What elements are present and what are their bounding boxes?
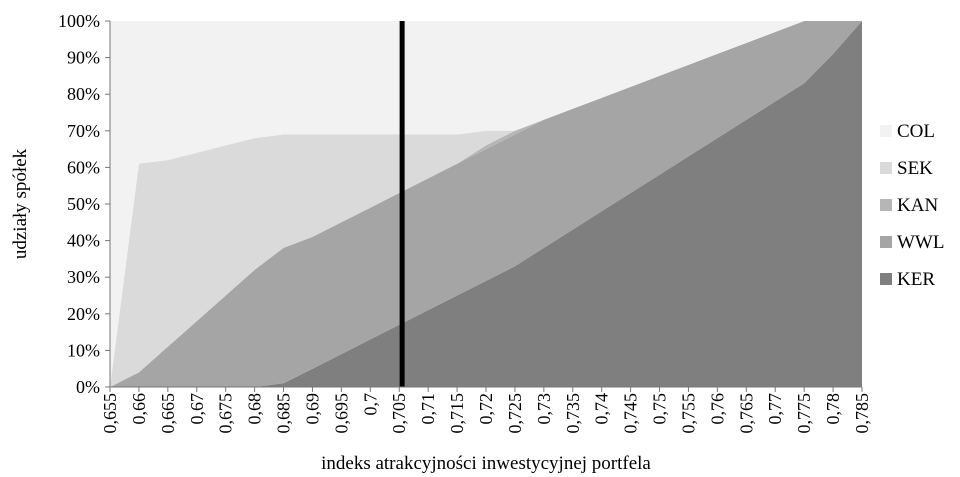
x-tick-label: 0,695 xyxy=(331,393,351,434)
x-tick-label: 0,715 xyxy=(447,393,467,434)
x-tick-label: 0,685 xyxy=(274,393,294,434)
x-tick-label: 0,665 xyxy=(158,393,178,434)
x-tick-label: 0,735 xyxy=(563,393,583,434)
x-tick-label: 0,74 xyxy=(592,393,612,425)
y-tick-label: 60% xyxy=(67,157,100,177)
legend-swatch-wwl xyxy=(880,236,892,248)
legend: COL SEK KAN WWL KER xyxy=(880,121,944,290)
x-tick-label: 0,67 xyxy=(187,393,207,425)
legend-swatch-col xyxy=(880,125,892,137)
y-tick-label: 40% xyxy=(67,231,100,251)
y-tick-label: 80% xyxy=(67,84,100,104)
legend-label-sek: SEK xyxy=(897,158,933,179)
x-tick-label: 0,72 xyxy=(476,393,496,425)
x-tick-label: 0,775 xyxy=(794,393,814,434)
y-tick-label: 20% xyxy=(67,304,100,324)
x-tick-label: 0,745 xyxy=(621,393,641,434)
x-tick-label: 0,655 xyxy=(100,393,120,434)
legend-label-ker: KER xyxy=(897,269,935,290)
x-axis-title: indeks atrakcyjności inwestycyjnej portf… xyxy=(321,453,651,474)
y-tick-label: 50% xyxy=(67,194,100,214)
y-tick-label: 30% xyxy=(67,267,100,287)
chart-areas xyxy=(110,21,862,387)
x-tick-label: 0,78 xyxy=(823,393,843,425)
series-area-wwl xyxy=(110,21,862,387)
y-tick-labels: 0% 10% 20% 30% 40% 50% 60% 70% 80% 90% 100% xyxy=(58,11,110,397)
series-area-ker xyxy=(110,21,862,387)
x-tick-label: 0,7 xyxy=(360,393,380,416)
y-tick-label: 100% xyxy=(58,11,100,31)
y-tick-label: 90% xyxy=(67,48,100,68)
legend-swatch-ker xyxy=(880,273,892,285)
series-area-col xyxy=(110,21,862,387)
x-tick-label: 0,75 xyxy=(650,393,670,425)
legend-label-kan: KAN xyxy=(897,195,938,216)
x-tick-label: 0,675 xyxy=(216,393,236,434)
series-area-sek xyxy=(110,21,862,387)
x-tick-label: 0,755 xyxy=(678,393,698,434)
x-tick-labels: 0,655 0,66 0,665 0,67 0,675 0,68 0,685 0,69 0,69… xyxy=(100,387,872,434)
legend-label-col: COL xyxy=(897,121,935,142)
x-tick-label: 0,71 xyxy=(418,393,438,425)
y-tick-label: 0% xyxy=(76,377,100,397)
x-tick-label: 0,785 xyxy=(852,393,872,434)
x-tick-label: 0,765 xyxy=(736,393,756,434)
x-tick-label: 0,76 xyxy=(707,393,727,425)
legend-swatch-sek xyxy=(880,162,892,174)
legend-swatch-kan xyxy=(880,199,892,211)
x-tick-label: 0,73 xyxy=(534,393,554,425)
x-tick-label: 0,725 xyxy=(505,393,525,434)
x-tick-label: 0,69 xyxy=(302,393,322,425)
legend-label-wwl: WWL xyxy=(897,232,944,253)
x-tick-label: 0,705 xyxy=(389,393,409,434)
x-tick-label: 0,68 xyxy=(245,393,265,425)
y-tick-label: 70% xyxy=(67,121,100,141)
y-tick-label: 10% xyxy=(67,340,100,360)
y-axis-title: udziały spółek xyxy=(10,148,31,259)
x-tick-label: 0,77 xyxy=(765,393,785,425)
x-tick-label: 0,66 xyxy=(129,393,149,425)
